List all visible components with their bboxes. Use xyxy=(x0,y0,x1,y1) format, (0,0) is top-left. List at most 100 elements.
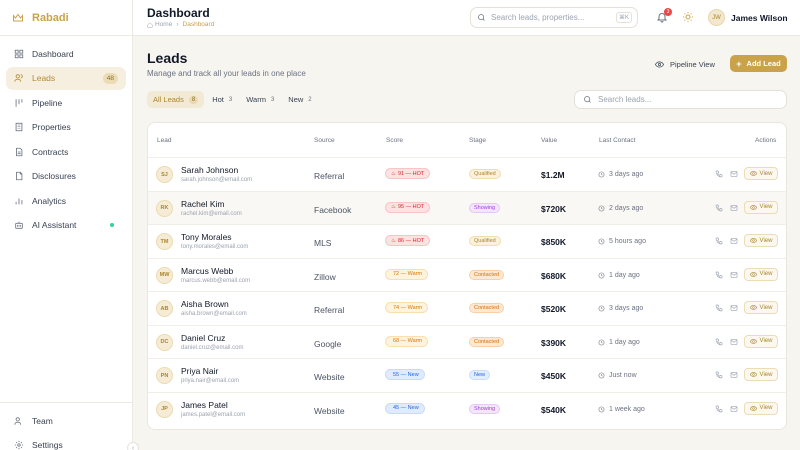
lead-name[interactable]: Priya Nair xyxy=(181,366,219,376)
view-button[interactable]: View xyxy=(744,301,778,314)
view-button[interactable]: View xyxy=(744,334,778,348)
pipeline-view-button[interactable]: Pipeline View xyxy=(655,56,715,72)
tab-all-leads[interactable]: All Leads 8 xyxy=(147,91,205,108)
sidebar-item-ai-assistant[interactable]: AI Assistant xyxy=(6,214,126,237)
sidebar-item-settings[interactable]: Settings xyxy=(6,434,126,450)
tab-hot[interactable]: Hot 3 xyxy=(206,91,238,108)
lead-value: $390K xyxy=(541,337,567,348)
stage-badge: Qualified xyxy=(469,169,501,179)
lead-name[interactable]: Rachel Kim xyxy=(181,198,225,209)
table-row[interactable]: PN Priya Nair priya.nair@email.com Website 5… xyxy=(148,358,786,392)
mail-icon[interactable] xyxy=(730,170,738,178)
table-row[interactable]: SJ Sarah Johnson sarah.johnson@email.com Re… xyxy=(148,157,786,191)
view-button[interactable]: View xyxy=(744,401,778,415)
sun-icon[interactable] xyxy=(682,11,694,23)
table-row[interactable]: TM Tony Morales tony.morales@email.com MLS ♨… xyxy=(148,224,786,258)
last-contact-text: 1 week ago xyxy=(609,405,645,413)
lead-name[interactable]: Sarah Johnson xyxy=(181,165,239,175)
score-label: 45 — New xyxy=(393,405,419,411)
mail-icon[interactable] xyxy=(730,271,738,279)
table-row[interactable]: DC Daniel Cruz daniel.cruz@email.com Google… xyxy=(148,324,786,359)
bell-icon[interactable] xyxy=(656,11,668,23)
lead-email: marcus.webb@email.com xyxy=(181,277,251,284)
lead-name[interactable]: Tony Morales xyxy=(181,232,232,242)
lead-name[interactable]: Marcus Webb xyxy=(181,265,234,276)
phone-icon[interactable] xyxy=(715,170,723,178)
clock-icon xyxy=(598,305,605,312)
eye-icon xyxy=(749,271,757,277)
phone-icon[interactable] xyxy=(715,371,723,379)
mail-icon[interactable] xyxy=(730,237,738,245)
mail-icon[interactable] xyxy=(730,405,738,413)
phone-icon[interactable] xyxy=(715,405,723,413)
table-row[interactable]: MW Marcus Webb marcus.webb@email.com Zillow… xyxy=(148,257,786,292)
sidebar-item-analytics[interactable]: Analytics xyxy=(6,189,126,212)
lead-email: sarah.johnson@email.com xyxy=(181,177,253,183)
score-label: 72 — Warm xyxy=(393,271,423,277)
sidebar-item-dashboard[interactable]: Dashboard xyxy=(6,42,126,65)
view-button[interactable]: View xyxy=(744,200,778,214)
mail-icon[interactable] xyxy=(730,204,738,212)
leads-count-badge: 48 xyxy=(102,72,118,84)
sidebar-item-label: Analytics xyxy=(32,195,67,206)
avatar[interactable]: JW xyxy=(708,9,725,26)
view-label: View xyxy=(759,371,773,378)
last-contact: 1 day ago xyxy=(598,272,640,279)
sidebar-item-team[interactable]: Team xyxy=(6,409,126,432)
breadcrumb-home[interactable]: Home xyxy=(155,21,173,28)
tab-new[interactable]: New 2 xyxy=(282,91,317,108)
brand[interactable]: Rabadi xyxy=(0,0,132,36)
phone-icon[interactable] xyxy=(715,204,723,212)
last-contact-text: 3 days ago xyxy=(609,171,644,178)
phone-icon[interactable] xyxy=(715,304,723,312)
sidebar-item-leads[interactable]: Leads 48 xyxy=(6,66,126,90)
lead-source: Website xyxy=(314,405,345,416)
tab-label: All Leads xyxy=(153,95,184,104)
score-label: 68 — Warm xyxy=(393,338,423,344)
notification-badge: 3 xyxy=(664,8,672,16)
last-contact-text: 2 days ago xyxy=(609,204,644,212)
table-row[interactable]: JP James Patel james.patel@email.com Websit… xyxy=(148,391,786,426)
view-button[interactable]: View xyxy=(744,167,778,180)
sidebar-item-properties[interactable]: Properties xyxy=(6,116,126,139)
mail-icon[interactable] xyxy=(730,371,738,379)
table-row[interactable]: RK Rachel Kim rachel.kim@email.com Facebook… xyxy=(148,190,786,224)
mail-icon[interactable] xyxy=(730,338,738,346)
search-leads-input[interactable]: Search leads... xyxy=(574,90,787,109)
main-content: Leads Manage and track all your leads in… xyxy=(133,36,800,450)
lead-name[interactable]: James Patel xyxy=(181,399,228,410)
lead-email: priya.nair@email.com xyxy=(181,378,240,384)
sidebar-item-pipeline[interactable]: Pipeline xyxy=(6,91,126,114)
view-button[interactable]: View xyxy=(744,267,778,281)
table-row[interactable]: AB Aisha Brown aisha.brown@email.com Referr… xyxy=(148,291,786,325)
score-badge: ♨ 95 — HOT xyxy=(385,201,431,213)
lead-value: $720K xyxy=(541,203,567,214)
sidebar-item-disclosures[interactable]: Disclosures xyxy=(6,165,126,188)
chart-icon xyxy=(14,196,24,206)
tab-label: New xyxy=(288,95,304,104)
phone-icon[interactable] xyxy=(715,237,723,245)
tab-count: 2 xyxy=(308,96,312,103)
pipeline-view-label: Pipeline View xyxy=(670,59,715,69)
breadcrumb: Home › Dashboard xyxy=(147,21,214,28)
lead-name[interactable]: Aisha Brown xyxy=(181,299,229,309)
view-button[interactable]: View xyxy=(744,368,778,381)
add-lead-button[interactable]: + Add Lead xyxy=(730,55,787,72)
global-search-input[interactable]: Search leads, properties... ⌘K xyxy=(470,7,638,28)
users-icon xyxy=(14,73,24,83)
phone-icon[interactable] xyxy=(715,271,723,279)
sidebar-item-label: Disclosures xyxy=(32,171,76,181)
lead-name[interactable]: Daniel Cruz xyxy=(181,332,226,343)
clock-icon xyxy=(598,205,605,211)
phone-icon[interactable] xyxy=(715,338,723,346)
mail-icon[interactable] xyxy=(730,304,738,312)
chevron-left-icon: ‹ xyxy=(131,444,135,450)
collapse-sidebar-button[interactable]: ‹ xyxy=(127,442,139,450)
sidebar-item-contracts[interactable]: Contracts xyxy=(6,140,126,163)
tab-warm[interactable]: Warm 3 xyxy=(240,91,280,108)
lead-value: $850K xyxy=(541,237,567,247)
view-button[interactable]: View xyxy=(744,234,778,247)
view-label: View xyxy=(759,170,773,177)
flame-icon: ♨ xyxy=(391,237,396,244)
user-name[interactable]: James Wilson xyxy=(731,13,788,23)
